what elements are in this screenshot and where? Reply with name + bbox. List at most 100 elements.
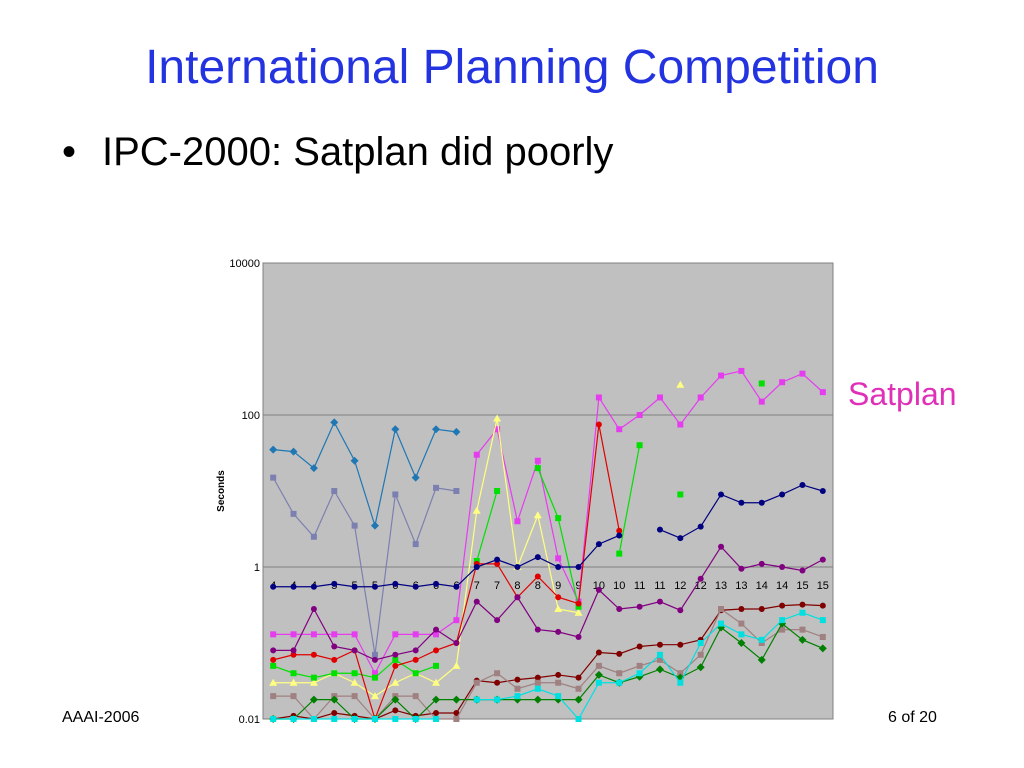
data-point — [636, 643, 643, 650]
data-point — [309, 695, 318, 704]
x-tick-label: 15 — [817, 580, 829, 592]
data-point — [290, 670, 297, 677]
data-point — [494, 679, 501, 686]
data-point — [819, 488, 826, 494]
data-point — [453, 488, 460, 494]
data-point — [411, 473, 420, 482]
x-tick-label: 13 — [735, 580, 747, 592]
data-point — [473, 451, 480, 458]
x-tick-label: 10 — [593, 580, 605, 592]
data-point — [391, 425, 400, 434]
data-point — [371, 716, 378, 722]
x-tick-label: 8 — [514, 580, 520, 592]
data-point — [799, 601, 806, 608]
data-point — [758, 606, 765, 613]
data-point — [738, 631, 745, 638]
data-point — [656, 651, 663, 658]
data-point — [697, 640, 704, 646]
data-point — [270, 583, 277, 590]
data-point — [412, 716, 419, 722]
data-point — [636, 412, 643, 418]
data-point — [494, 426, 501, 433]
data-point — [718, 606, 725, 613]
data-point — [453, 583, 460, 590]
data-point — [371, 670, 378, 677]
x-tick-label: 15 — [796, 580, 808, 592]
data-point — [452, 695, 461, 704]
data-point — [574, 608, 583, 616]
data-point — [452, 427, 461, 436]
data-point — [656, 598, 663, 605]
data-point — [575, 603, 582, 610]
data-point — [514, 685, 521, 692]
data-point — [554, 605, 563, 613]
data-point — [290, 583, 297, 590]
data-point — [757, 655, 766, 664]
data-point — [758, 640, 765, 646]
data-point — [636, 442, 643, 449]
x-tick-label: 14 — [776, 580, 788, 592]
data-point — [290, 716, 297, 722]
data-point — [351, 693, 358, 700]
data-point — [370, 692, 379, 700]
series-line — [273, 608, 824, 720]
data-point — [594, 670, 603, 679]
data-point — [718, 372, 725, 379]
data-point — [351, 522, 358, 529]
data-point — [595, 586, 602, 593]
data-point — [370, 521, 379, 530]
data-point — [574, 695, 583, 704]
data-point — [555, 555, 562, 562]
data-point — [514, 594, 521, 601]
data-point — [452, 661, 461, 669]
data-point — [310, 631, 317, 638]
data-point — [779, 602, 786, 609]
data-point — [656, 656, 663, 663]
bullet-text: IPC-2000: Satplan did poorly — [102, 130, 614, 174]
data-point — [412, 670, 419, 677]
data-point — [534, 679, 541, 686]
data-point — [819, 389, 826, 396]
plot-area — [262, 262, 834, 720]
series-line — [476, 612, 824, 721]
series-line — [618, 445, 641, 554]
data-point — [779, 379, 786, 386]
data-point — [738, 565, 745, 572]
data-point — [350, 678, 359, 686]
data-point — [494, 560, 501, 567]
data-point — [412, 693, 419, 700]
data-point — [555, 515, 562, 522]
plot-layer: 0.01110010000Seconds44455566667788991010… — [216, 258, 834, 726]
data-point — [433, 484, 440, 491]
bullet-point: • IPC-2000: Satplan did poorly — [62, 130, 613, 175]
data-point — [432, 695, 441, 704]
data-point — [697, 394, 704, 401]
data-point — [575, 600, 582, 607]
data-point — [473, 679, 480, 686]
x-tick-label: 7 — [474, 580, 480, 592]
data-point — [758, 499, 765, 506]
data-point — [310, 533, 317, 540]
data-point — [533, 695, 542, 704]
data-point — [656, 526, 663, 533]
data-point — [676, 380, 685, 388]
data-point — [697, 651, 704, 658]
data-point — [533, 511, 542, 519]
data-point — [350, 456, 359, 465]
data-point — [758, 636, 765, 643]
data-point — [290, 651, 297, 658]
data-point — [412, 647, 419, 654]
data-point — [473, 696, 480, 703]
data-point — [494, 617, 501, 624]
satplan-annotation: Satplan — [848, 376, 957, 412]
data-point — [473, 598, 480, 605]
x-tick-label: 9 — [555, 580, 561, 592]
data-point — [616, 550, 623, 557]
y-axis-label: Seconds — [216, 470, 227, 512]
data-point — [391, 678, 400, 686]
data-point — [555, 693, 562, 700]
data-point — [392, 662, 399, 669]
data-point — [718, 491, 725, 498]
data-point — [758, 380, 765, 387]
